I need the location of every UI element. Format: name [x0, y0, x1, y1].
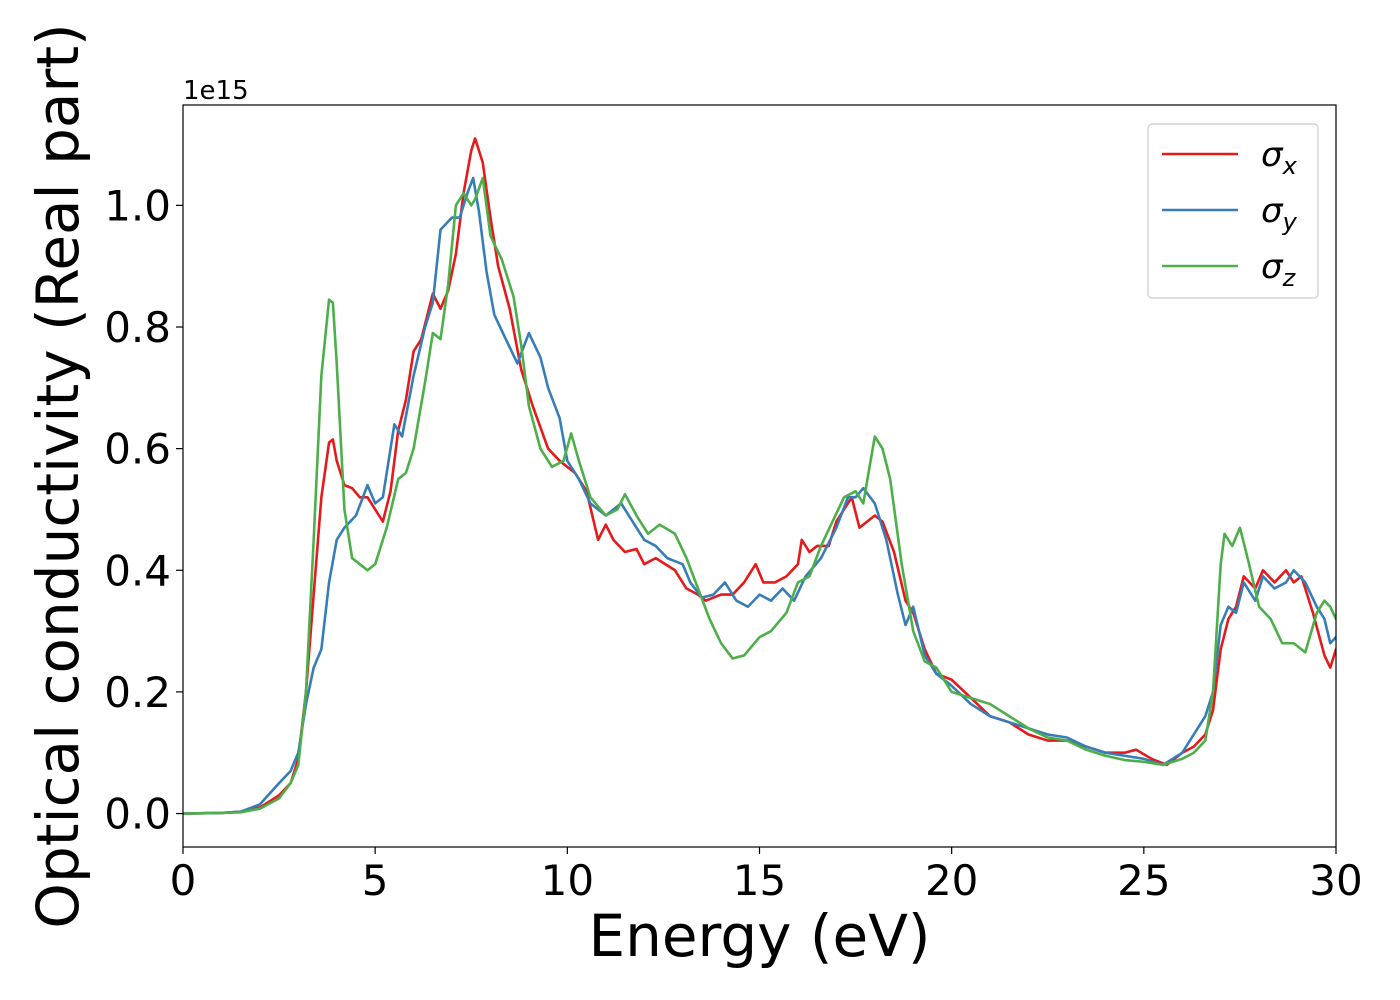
- x-tick-label: 15: [733, 856, 786, 905]
- x-tick-label: 30: [1309, 856, 1362, 905]
- y-offset-text: 1e15: [183, 76, 249, 106]
- legend-subscript: z: [1282, 264, 1297, 292]
- legend-label-x: σx: [1261, 135, 1298, 180]
- y-tick-label: 1.0: [104, 181, 171, 230]
- legend-symbol: σ: [1261, 135, 1284, 175]
- x-axis-label: Energy (eV): [588, 902, 930, 970]
- x-tick-label: 25: [1117, 856, 1170, 905]
- x-tick-label: 10: [541, 856, 594, 905]
- x-tick-label: 5: [362, 856, 389, 905]
- legend-label-y: σy: [1261, 191, 1298, 236]
- x-tick-label: 20: [925, 856, 978, 905]
- series-line-y: [183, 176, 1336, 815]
- legend-symbol: σ: [1261, 191, 1284, 231]
- y-axis-ticks: 0.0 0.2 0.4 0.6 0.8 1.0: [104, 181, 183, 839]
- legend-subscript: y: [1282, 208, 1298, 236]
- x-axis-ticks: 0 5 10 15 20 25 30: [170, 847, 1363, 905]
- x-tick-label: 0: [170, 856, 197, 905]
- series-layer: [183, 137, 1336, 815]
- legend-symbol: σ: [1261, 247, 1284, 287]
- y-axis-label: Optical conductivity (Real part): [24, 23, 92, 928]
- y-tick-label: 0.8: [104, 303, 171, 352]
- y-tick-label: 0.4: [104, 546, 171, 595]
- y-tick-label: 0.6: [104, 425, 171, 474]
- y-tick-label: 0.0: [104, 790, 171, 839]
- series-line-z: [183, 176, 1336, 815]
- y-tick-label: 0.2: [104, 668, 171, 717]
- legend-label-z: σz: [1261, 247, 1297, 292]
- legend-subscript: x: [1282, 152, 1298, 180]
